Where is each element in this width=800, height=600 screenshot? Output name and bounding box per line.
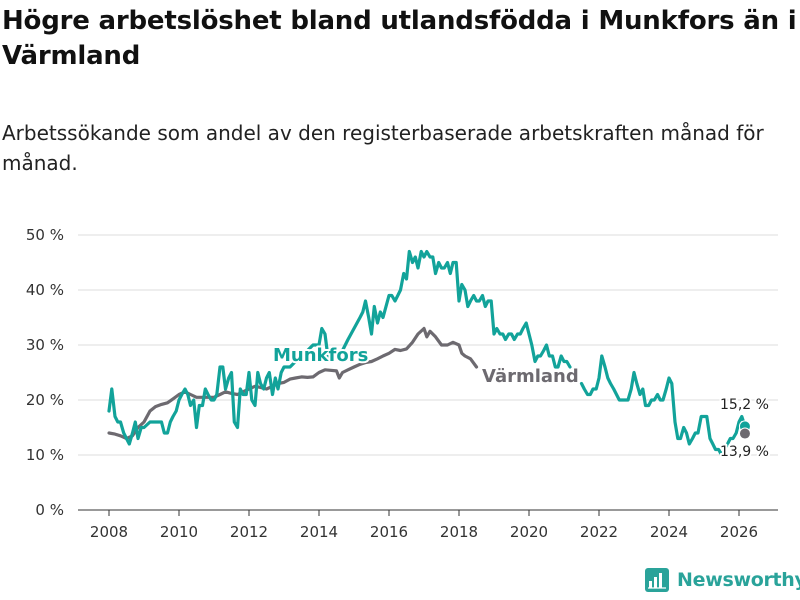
x-tick-label: 2024 xyxy=(650,523,688,541)
x-tick-label: 2018 xyxy=(440,523,478,541)
x-tick-label: 2016 xyxy=(370,523,408,541)
y-tick-label: 0 % xyxy=(35,501,64,519)
end-value-label-varmland: 13,9 % xyxy=(720,444,769,460)
end-value-label-munkfors: 15,2 % xyxy=(720,397,769,413)
y-tick-label: 50 % xyxy=(26,226,64,244)
brand-logo: Newsworthy xyxy=(645,568,800,592)
series-line-munkfors xyxy=(334,249,572,369)
y-tick-label: 10 % xyxy=(26,446,64,464)
series-line-munkfors xyxy=(107,326,330,446)
series-label-munkfors: Munkfors xyxy=(273,345,368,366)
y-tick-label: 20 % xyxy=(26,391,64,409)
x-tick-label: 2020 xyxy=(510,523,548,541)
x-axis: 2008 2010 2012 2014 2016 2018 2020 2022 2024 2026 xyxy=(90,510,758,541)
chart-title: Högre arbetslöshet bland utlandsfödda i … xyxy=(2,6,797,71)
x-tick-label: 2008 xyxy=(90,523,128,541)
y-axis-labels: 0 % 10 % 20 % 30 % 40 % 50 % xyxy=(26,226,64,519)
y-tick-label: 40 % xyxy=(26,281,64,299)
x-tick-label: 2012 xyxy=(230,523,268,541)
x-tick-label: 2010 xyxy=(160,523,198,541)
annotations: Munkfors Värmland 15,2 % 13,9 % xyxy=(271,343,771,462)
end-point-varmland xyxy=(738,427,751,440)
chart-subtitle: Arbetssökande som andel av den registerb… xyxy=(2,121,764,175)
x-tick-label: 2014 xyxy=(300,523,338,541)
bar-chart-logo-icon xyxy=(645,568,669,592)
series-label-varmland: Värmland xyxy=(482,366,579,387)
brand-name: Newsworthy xyxy=(677,569,800,591)
series-lines xyxy=(107,249,747,457)
grid-lines xyxy=(78,234,778,511)
y-tick-label: 30 % xyxy=(26,336,64,354)
x-tick-label: 2026 xyxy=(720,523,758,541)
series-line-varmland xyxy=(107,326,479,441)
x-tick-label: 2022 xyxy=(580,523,618,541)
series-line-munkfors xyxy=(579,354,747,457)
